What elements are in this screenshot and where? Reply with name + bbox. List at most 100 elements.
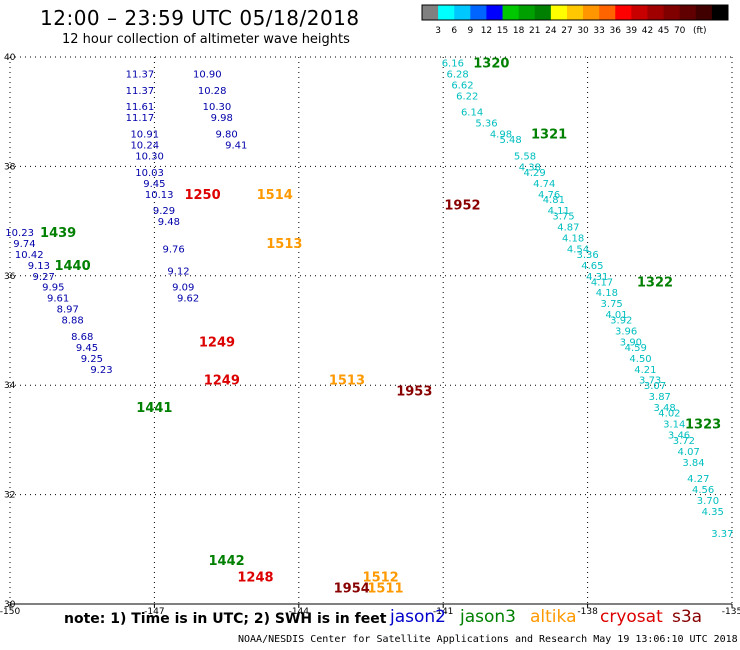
data-point-label: 11.17 bbox=[126, 113, 155, 124]
data-point-label: 9.98 bbox=[211, 113, 233, 124]
data-point-label: 4.02 bbox=[658, 409, 680, 420]
colorbar-label: 45 bbox=[658, 26, 669, 36]
data-point-label: 4.31 bbox=[586, 272, 608, 283]
data-point-label: 9.62 bbox=[177, 294, 199, 305]
colorbar-swatch bbox=[566, 5, 584, 20]
pass-label: 1442 bbox=[209, 554, 245, 569]
colorbar-label: 36 bbox=[610, 26, 622, 36]
pass-label: 1248 bbox=[237, 571, 273, 586]
data-point-label: 3.75 bbox=[552, 212, 574, 223]
data-point-label: 6.28 bbox=[447, 69, 469, 80]
colorbar-label: 33 bbox=[593, 26, 604, 36]
data-point-label: 3.14 bbox=[663, 419, 685, 430]
data-point-label: 4.87 bbox=[557, 223, 579, 234]
pass-label: 1512 bbox=[363, 571, 399, 586]
colorbar-label: 24 bbox=[545, 26, 557, 36]
data-point-label: 11.37 bbox=[126, 69, 155, 80]
data-point-label: 9.48 bbox=[158, 217, 180, 228]
colorbar-label: 18 bbox=[513, 26, 525, 36]
data-point-label: 10.30 bbox=[135, 151, 164, 162]
colorbar-label: 70 bbox=[674, 26, 686, 36]
colorbar-label: 27 bbox=[561, 26, 572, 36]
colorbar-swatch bbox=[679, 5, 697, 20]
legend-jason2: jason2 bbox=[390, 607, 446, 627]
data-point-label: 5.48 bbox=[499, 135, 521, 146]
data-point-label: 3.87 bbox=[649, 392, 671, 403]
pass-label: 1439 bbox=[40, 226, 76, 241]
data-point-label: 9.09 bbox=[172, 283, 194, 294]
y-tick-label: 30 bbox=[4, 600, 16, 610]
colorbar-label: (ft) bbox=[693, 26, 707, 36]
pass-label: 1440 bbox=[54, 259, 90, 274]
colorbar-swatch bbox=[534, 5, 552, 20]
data-point-label: 4.81 bbox=[543, 195, 565, 206]
data-point-label: 3.48 bbox=[653, 403, 675, 414]
data-point-label: 9.45 bbox=[76, 343, 98, 354]
colorbar-swatch bbox=[550, 5, 568, 20]
colorbar-swatch bbox=[631, 5, 648, 20]
colorbar-swatch bbox=[663, 5, 681, 20]
data-point-label: 6.14 bbox=[461, 108, 483, 119]
y-tick-label: 38 bbox=[4, 162, 16, 172]
data-point-label: 3.92 bbox=[610, 316, 632, 327]
data-point-label: 4.59 bbox=[625, 343, 647, 354]
data-point-label: 8.88 bbox=[61, 316, 83, 327]
data-point-label: 9.80 bbox=[215, 130, 237, 141]
data-point-label: 6.62 bbox=[451, 80, 473, 91]
data-point-label: 3.36 bbox=[576, 250, 598, 261]
legend-s3a: s3a bbox=[672, 607, 703, 627]
colorbar-swatch bbox=[422, 5, 439, 20]
data-point-label: 4.56 bbox=[692, 485, 714, 496]
data-point-label: 4.65 bbox=[581, 261, 603, 272]
x-tick-label: -150 bbox=[0, 607, 20, 617]
data-point-label: 4.29 bbox=[524, 168, 546, 179]
data-point-label: 3.07 bbox=[644, 381, 666, 392]
data-point-label: 4.38 bbox=[519, 162, 541, 173]
data-point-label: 9.95 bbox=[42, 283, 64, 294]
data-point-label: 4.07 bbox=[678, 447, 700, 458]
data-point-label: 9.45 bbox=[143, 179, 165, 190]
data-point-label: 6.16 bbox=[442, 58, 464, 69]
data-point-label: 3.72 bbox=[673, 436, 695, 447]
colorbar-label: 6 bbox=[451, 26, 457, 36]
data-point-label: 4.11 bbox=[548, 206, 570, 217]
data-point-label: 9.61 bbox=[47, 294, 69, 305]
data-point-label: 4.35 bbox=[702, 507, 724, 518]
x-tick-label: -147 bbox=[144, 607, 164, 617]
colorbar-swatch bbox=[695, 5, 713, 20]
colorbar-swatch bbox=[711, 5, 729, 20]
x-tick-label: -141 bbox=[433, 607, 453, 617]
data-point-label: 3.96 bbox=[615, 327, 637, 338]
pass-label: 1322 bbox=[637, 275, 673, 290]
data-point-label: 10.91 bbox=[130, 130, 159, 141]
colorbar-label: 39 bbox=[626, 26, 638, 36]
data-point-label: 9.41 bbox=[225, 141, 247, 152]
pass-label: 1954 bbox=[334, 582, 370, 597]
data-point-label: 3.84 bbox=[682, 458, 704, 469]
pass-label: 1321 bbox=[531, 128, 567, 143]
pass-label: 1320 bbox=[473, 56, 509, 71]
pass-label: 1511 bbox=[367, 582, 403, 597]
data-point-label: 9.25 bbox=[81, 354, 103, 365]
data-point-label: 5.36 bbox=[475, 119, 497, 130]
data-point-label: 4.18 bbox=[562, 234, 584, 245]
colorbar-label: 12 bbox=[481, 26, 492, 36]
colorbar-swatch bbox=[599, 5, 616, 20]
y-tick-label: 40 bbox=[4, 53, 16, 63]
colorbar-swatch bbox=[583, 5, 600, 20]
chart-subtitle: 12 hour collection of altimeter wave hei… bbox=[62, 32, 350, 47]
colorbar-label: 9 bbox=[467, 26, 473, 36]
data-point-label: 8.68 bbox=[71, 332, 93, 343]
x-tick-label: -144 bbox=[289, 607, 310, 617]
colorbar-frame bbox=[421, 4, 729, 21]
data-point-label: 10.24 bbox=[130, 141, 159, 152]
data-point-label: 4.21 bbox=[634, 365, 656, 376]
colorbar-label: 21 bbox=[529, 26, 540, 36]
legend-altika: altika bbox=[530, 607, 577, 627]
colorbar-label: 15 bbox=[497, 26, 508, 36]
chart-title: 12:00 – 23:59 UTC 05/18/2018 bbox=[40, 6, 360, 30]
data-point-label: 4.27 bbox=[687, 474, 709, 485]
colorbar-swatch bbox=[615, 5, 632, 20]
